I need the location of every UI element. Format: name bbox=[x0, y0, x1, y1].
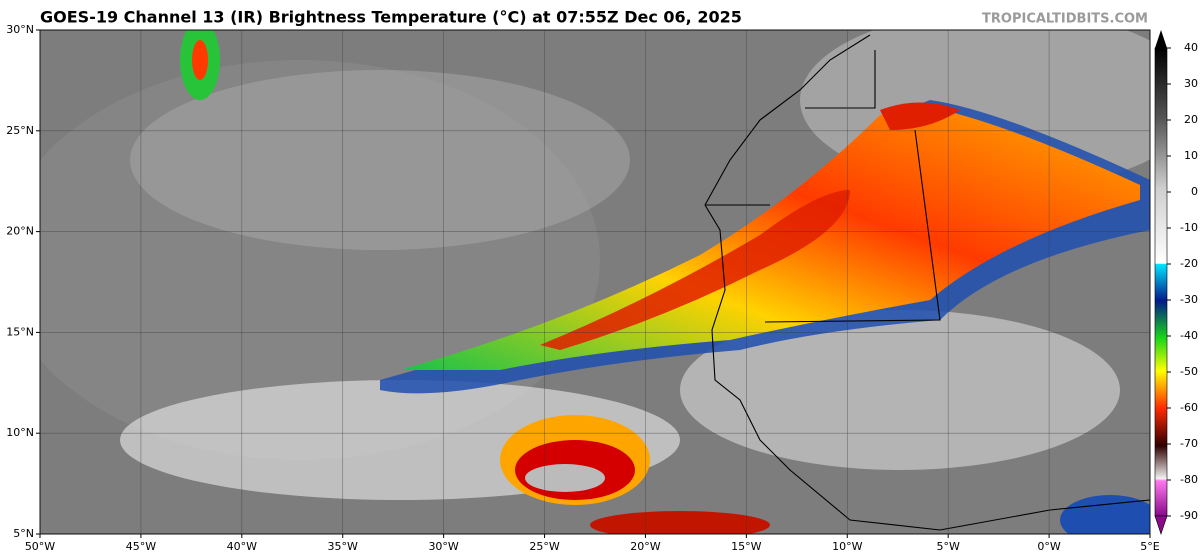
lon-label: 0°W bbox=[1037, 540, 1060, 553]
lat-label: 25°N bbox=[6, 124, 34, 137]
credit: TROPICALTIDBITS.COM bbox=[982, 12, 1148, 27]
colorbar-label: -30 bbox=[1180, 293, 1198, 306]
lat-label: 20°N bbox=[6, 225, 34, 238]
lon-label: 30°W bbox=[428, 540, 458, 553]
lon-label: 40°W bbox=[227, 540, 257, 553]
lon-label: 10°W bbox=[832, 540, 862, 553]
colorbar-min-arrow bbox=[1154, 515, 1168, 535]
imagery bbox=[40, 30, 1150, 534]
colorbar-label: -60 bbox=[1180, 401, 1198, 414]
lon-label: 5°E bbox=[1140, 540, 1159, 553]
colorbar-label: 20 bbox=[1184, 113, 1198, 126]
colorbar-label: -50 bbox=[1180, 365, 1198, 378]
colorbar-label: -70 bbox=[1180, 437, 1198, 450]
title: GOES-19 Channel 13 (IR) Brightness Tempe… bbox=[40, 8, 742, 27]
colorbar-label: -20 bbox=[1180, 257, 1198, 270]
colorbar-label: 0 bbox=[1191, 185, 1198, 198]
colorbar-label: -80 bbox=[1180, 473, 1198, 486]
lat-label: 30°N bbox=[6, 23, 34, 36]
lon-label: 15°W bbox=[731, 540, 761, 553]
lat-label: 5°N bbox=[13, 527, 34, 540]
lon-label: 25°W bbox=[529, 540, 559, 553]
colorbar-label: -40 bbox=[1180, 329, 1198, 342]
colorbar-label: 30 bbox=[1184, 77, 1198, 90]
lat-label: 10°N bbox=[6, 426, 34, 439]
colorbar-label: -10 bbox=[1180, 221, 1198, 234]
lon-label: 45°W bbox=[126, 540, 156, 553]
lon-label: 20°W bbox=[630, 540, 660, 553]
colorbar-max-arrow bbox=[1155, 30, 1167, 48]
lat-label: 15°N bbox=[6, 325, 34, 338]
lon-label: 50°W bbox=[25, 540, 55, 553]
colorbar bbox=[1154, 47, 1168, 517]
colorbar-label: -90 bbox=[1180, 509, 1198, 522]
lon-label: 35°W bbox=[328, 540, 358, 553]
colorbar-label: 40 bbox=[1184, 41, 1198, 54]
lon-label: 5°W bbox=[936, 540, 959, 553]
colorbar-label: 10 bbox=[1184, 149, 1198, 162]
